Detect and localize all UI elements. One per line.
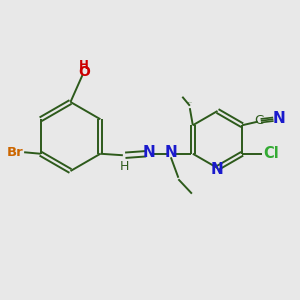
Text: N: N (142, 145, 155, 160)
Text: H: H (120, 160, 129, 173)
Text: N: N (165, 145, 178, 160)
Text: C: C (255, 114, 264, 127)
Text: Cl: Cl (263, 146, 279, 161)
Text: N: N (211, 162, 224, 177)
Text: N: N (273, 111, 286, 126)
Text: methyl: methyl (188, 101, 192, 103)
Text: Br: Br (7, 146, 23, 159)
Text: O: O (78, 65, 90, 79)
Text: H: H (79, 59, 89, 72)
